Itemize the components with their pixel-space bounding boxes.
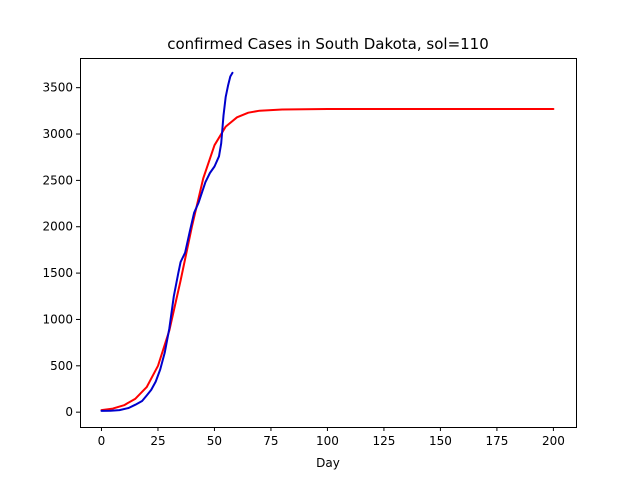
y-tick-label: 2000 (42, 220, 73, 234)
y-tick-label: 500 (50, 359, 73, 373)
y-tick-label: 3000 (42, 127, 73, 141)
model-fit-line (100, 108, 555, 412)
x-tick-label: 150 (429, 434, 452, 448)
x-tick-label: 125 (372, 434, 395, 448)
plot-frame (80, 58, 577, 428)
y-tick-label: 3500 (42, 81, 73, 95)
y-tick-label: 0 (65, 405, 73, 419)
series-layer (100, 71, 555, 412)
x-tick-label: 100 (316, 434, 339, 448)
x-tick-label: 175 (485, 434, 508, 448)
y-axis: 0 500 1000 1500 2000 2500 3000 3500 (42, 81, 80, 419)
y-tick-label: 1000 (42, 312, 73, 326)
x-tick-label: 0 (98, 434, 106, 448)
confirmed-cases-line (100, 71, 234, 412)
y-tick-label: 1500 (42, 266, 73, 280)
chart-title: confirmed Cases in South Dakota, sol=110 (167, 35, 489, 53)
x-tick-label: 25 (150, 434, 165, 448)
x-axis: 0 25 50 75 100 125 150 175 200 (98, 427, 565, 448)
x-axis-label: Day (316, 456, 340, 470)
y-tick-label: 2500 (42, 173, 73, 187)
x-tick-label: 50 (207, 434, 222, 448)
x-tick-label: 200 (542, 434, 565, 448)
x-tick-label: 75 (263, 434, 278, 448)
